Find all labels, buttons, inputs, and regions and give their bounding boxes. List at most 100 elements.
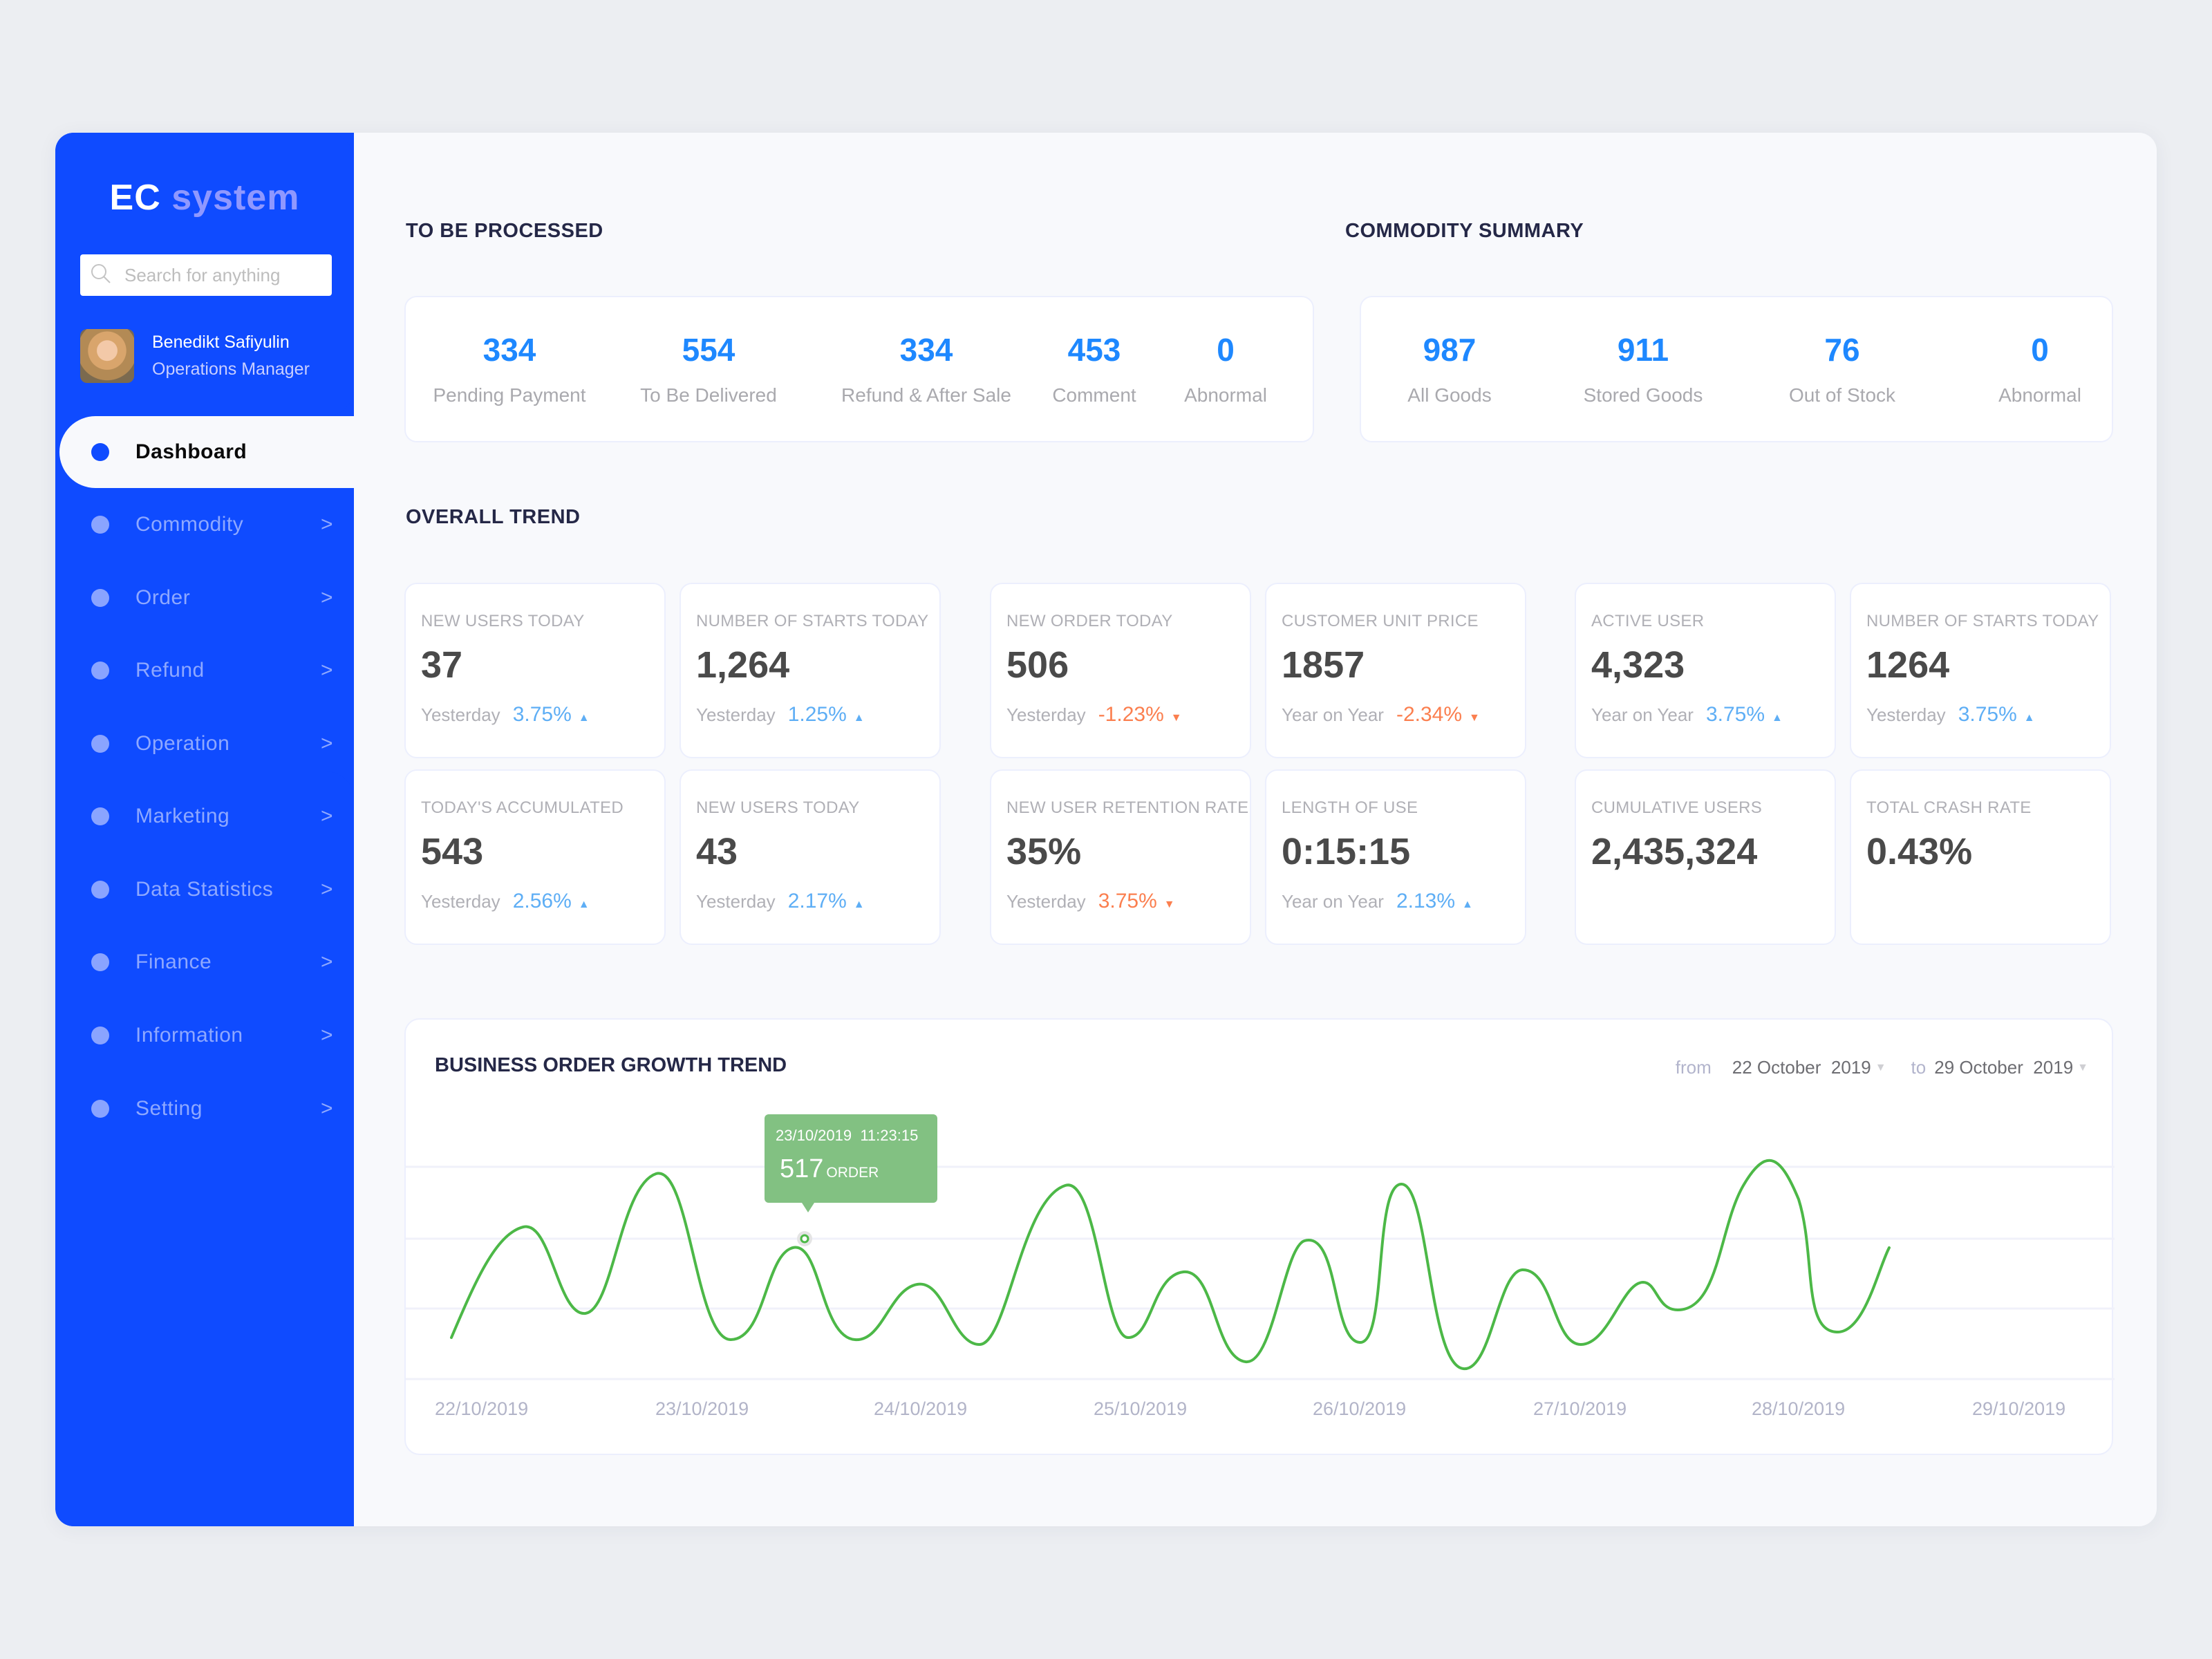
sidebar-item-finance[interactable]: Finance >: [55, 926, 354, 998]
compare-label: Year on Year: [1591, 704, 1694, 725]
arrow-up-icon: ▲: [853, 899, 865, 910]
stat-card-number-of-starts-today-2[interactable]: NUMBER OF STARTS TODAY 1264 Yesterday 3.7…: [1850, 583, 2111, 758]
stat-value: 543: [421, 831, 484, 872]
sidebar-item-label: Order: [135, 586, 191, 609]
sidebar-item-label: Commodity: [135, 513, 244, 536]
compare-label: Yesterday: [696, 891, 776, 912]
pending-payment-stat[interactable]: 334 Pending Payment: [406, 329, 613, 408]
sidebar-item-information[interactable]: Information >: [55, 1000, 354, 1071]
stored-goods-stat[interactable]: 911 Stored Goods: [1567, 329, 1719, 408]
to-date-select[interactable]: 29 October 2019 ▼: [1934, 1057, 2088, 1078]
stat-value: 334: [482, 332, 536, 368]
tooltip-value: 517: [780, 1154, 824, 1183]
to-be-delivered-stat[interactable]: 554 To Be Delivered: [605, 329, 812, 408]
stat-value: 0: [2031, 332, 2049, 368]
stat-card-new-users-today-2[interactable]: NEW USERS TODAY 43 Yesterday 2.17% ▲: [679, 769, 941, 945]
stat-card-cumulative-users[interactable]: CUMULATIVE USERS 2,435,324: [1575, 769, 1836, 945]
sidebar-item-label: Operation: [135, 732, 230, 755]
refund-after-sale-stat[interactable]: 334 Refund & After Sale: [816, 329, 1037, 408]
sidebar-item-refund[interactable]: Refund >: [55, 635, 354, 706]
arrow-down-icon: ▼: [1469, 712, 1480, 724]
stat-title: NEW USERS TODAY: [696, 798, 860, 817]
stat-value: 0: [1217, 332, 1235, 368]
stat-value: 334: [899, 332, 953, 368]
sidebar-item-label: Marketing: [135, 805, 230, 827]
stat-card-new-user-retention-rate[interactable]: NEW USER RETENTION RATE 35% Yesterday 3.7…: [990, 769, 1251, 945]
search-input[interactable]: [124, 264, 318, 286]
stat-value: 554: [682, 332, 735, 368]
stat-value: 37: [421, 644, 463, 686]
sidebar-item-dashboard[interactable]: Dashboard: [55, 416, 354, 488]
x-axis-label: 24/10/2019: [874, 1398, 968, 1419]
app-window: EC system Benedikt Safiyulin Operations …: [55, 133, 2157, 1526]
x-axis-label: 23/10/2019: [655, 1398, 749, 1419]
stat-card-new-order-today[interactable]: NEW ORDER TODAY 506 Yesterday -1.23% ▼: [990, 583, 1251, 758]
stat-value: 1,264: [696, 644, 790, 686]
change-percent: 3.75%: [512, 703, 572, 726]
from-date-select[interactable]: 22 October 2019 ▼: [1732, 1057, 1886, 1078]
change-percent: 2.13%: [1396, 890, 1456, 912]
dot-icon: [91, 807, 109, 825]
abnormal-goods-stat[interactable]: 0 Abnormal: [1964, 329, 2116, 408]
stat-card-customer-unit-price[interactable]: CUSTOMER UNIT PRICE 1857 Year on Year -2.…: [1265, 583, 1526, 758]
app-logo: EC system: [55, 177, 354, 218]
stat-card-length-of-use[interactable]: LENGTH OF USE 0:15:15 Year on Year 2.13% ▲: [1265, 769, 1526, 945]
chevron-right-icon: >: [321, 805, 333, 827]
dot-icon: [91, 662, 109, 679]
stat-card-total-crash-rate[interactable]: TOTAL CRASH RATE 0.43%: [1850, 769, 2111, 945]
sidebar-item-order[interactable]: Order >: [55, 562, 354, 634]
dot-icon: [91, 589, 109, 607]
all-goods-stat[interactable]: 987 All Goods: [1380, 329, 1519, 408]
comment-stat[interactable]: 453 Comment: [1025, 329, 1163, 408]
compare-label: Yesterday: [1006, 891, 1086, 912]
sidebar-item-label: Setting: [135, 1097, 203, 1120]
change-percent: 1.25%: [787, 703, 847, 726]
arrow-up-icon: ▲: [1772, 712, 1783, 724]
sidebar-item-operation[interactable]: Operation >: [55, 708, 354, 780]
stat-card-todays-accumulated[interactable]: TODAY'S ACCUMULATED 543 Yesterday 2.56% ▲: [404, 769, 666, 945]
sidebar-item-label: Refund: [135, 659, 205, 682]
out-of-stock-stat[interactable]: 76 Out of Stock: [1766, 329, 1918, 408]
sidebar-item-label: Information: [135, 1024, 243, 1047]
dot-icon: [91, 735, 109, 753]
stat-value: 453: [1067, 332, 1121, 368]
commodity-summary-title: COMMODITY SUMMARY: [1345, 220, 1584, 242]
compare-label: Yesterday: [1006, 704, 1086, 725]
stat-title: CUSTOMER UNIT PRICE: [1282, 612, 1479, 630]
change-percent: 3.75%: [1705, 703, 1765, 726]
stat-card-active-user[interactable]: ACTIVE USER 4,323 Year on Year 3.75% ▲: [1575, 583, 1836, 758]
tooltip-unit: ORDER: [826, 1165, 879, 1181]
sidebar-item-data-statistics[interactable]: Data Statistics >: [55, 854, 354, 926]
change-percent: 3.75%: [1958, 703, 2017, 726]
chevron-right-icon: >: [321, 732, 333, 755]
x-axis-label: 27/10/2019: [1533, 1398, 1627, 1419]
stat-title: NEW USERS TODAY: [421, 612, 585, 630]
line-chart[interactable]: [406, 1020, 2115, 1456]
avatar[interactable]: [80, 329, 134, 383]
sidebar-nav-panel: [55, 771, 354, 1526]
stat-value: 1264: [1866, 644, 1950, 686]
sidebar-item-commodity[interactable]: Commodity >: [55, 489, 354, 561]
from-date-value: 22 October 2019: [1732, 1057, 1871, 1078]
sidebar-item-label: Data Statistics: [135, 878, 274, 901]
chevron-right-icon: >: [321, 659, 333, 682]
stat-card-number-of-starts-today[interactable]: NUMBER OF STARTS TODAY 1,264 Yesterday 1.…: [679, 583, 941, 758]
tooltip-datetime: 23/10/2019 11:23:15: [776, 1127, 919, 1144]
search-box[interactable]: [80, 254, 332, 296]
stat-value: 0.43%: [1866, 831, 1973, 872]
chevron-right-icon: >: [321, 1024, 333, 1047]
stat-label: Stored Goods: [1583, 384, 1703, 406]
abnormal-orders-stat[interactable]: 0 Abnormal: [1156, 329, 1295, 408]
compare-label: Yesterday: [421, 891, 500, 912]
to-date-value: 29 October 2019: [1934, 1057, 2074, 1078]
user-profile[interactable]: Benedikt Safiyulin Operations Manager: [80, 329, 310, 383]
sidebar-item-setting[interactable]: Setting >: [55, 1073, 354, 1145]
chevron-right-icon: >: [321, 878, 333, 901]
stat-card-new-users-today[interactable]: NEW USERS TODAY 37 Yesterday 3.75% ▲: [404, 583, 666, 758]
arrow-up-icon: ▲: [853, 712, 865, 724]
user-name: Benedikt Safiyulin: [152, 332, 290, 352]
stat-value: 35%: [1006, 831, 1082, 872]
chevron-down-icon: ▼: [2077, 1061, 2088, 1074]
sidebar-item-marketing[interactable]: Marketing >: [55, 780, 354, 852]
dot-icon: [91, 1100, 109, 1118]
